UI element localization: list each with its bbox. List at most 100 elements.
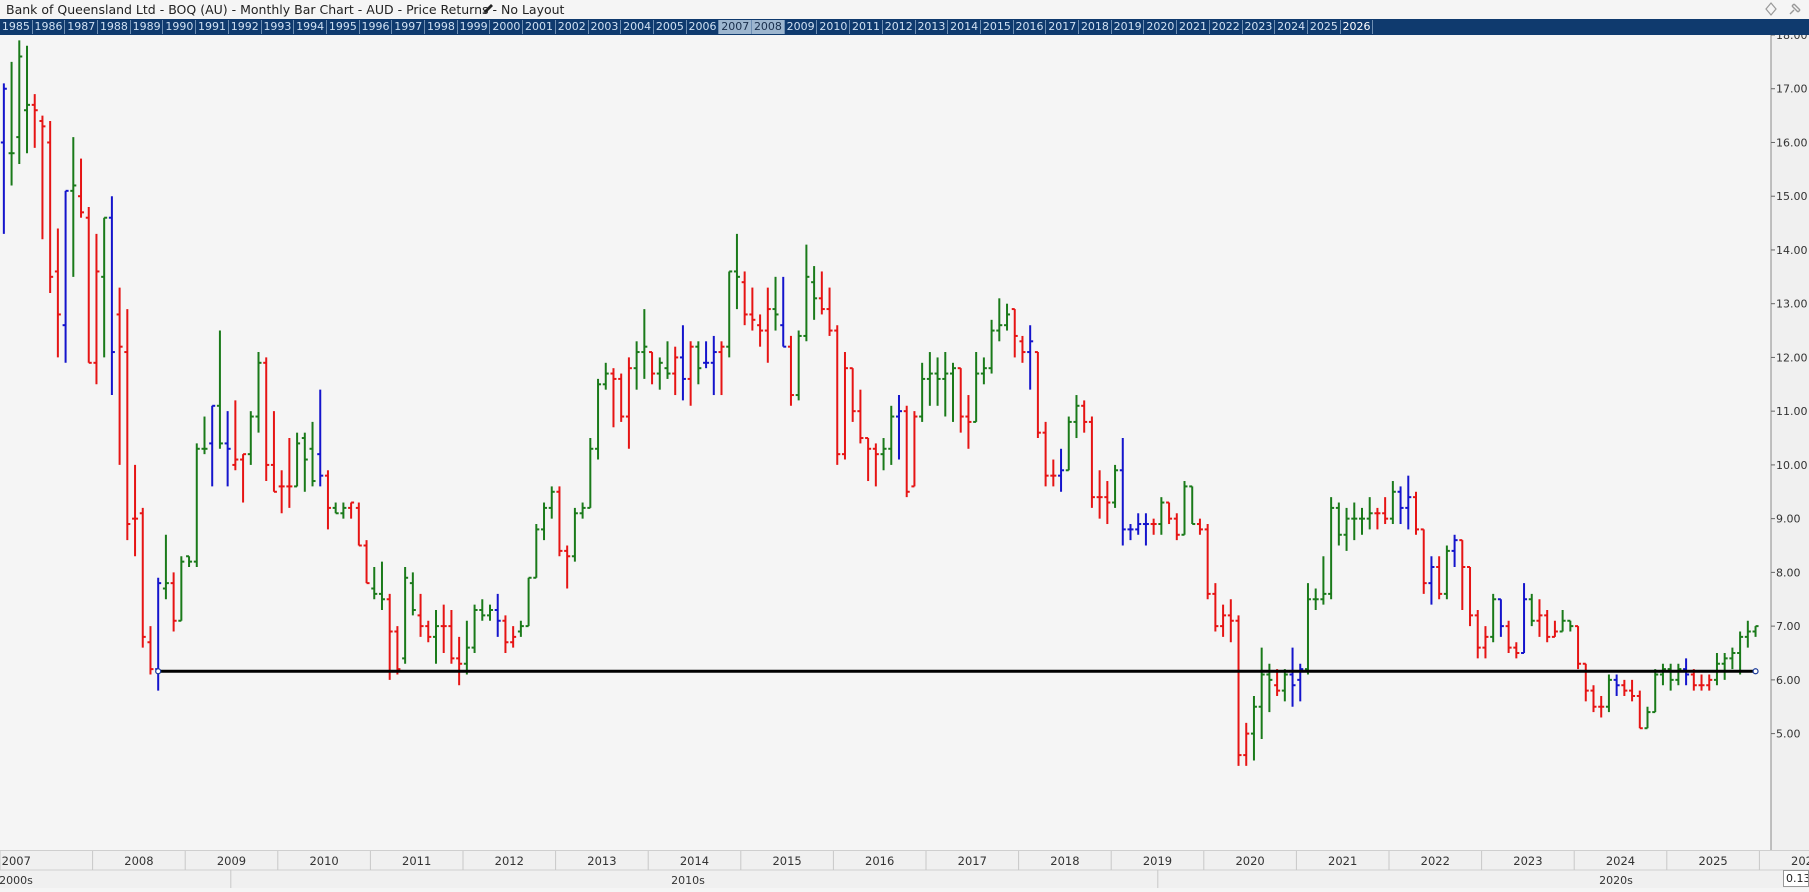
ohlc-bar — [895, 395, 902, 460]
year-strip-1986[interactable]: 1986 — [33, 20, 66, 34]
support-line-start-handle[interactable] — [155, 668, 162, 675]
year-strip-1993[interactable]: 1993 — [262, 20, 295, 34]
ohlc-bar — [502, 615, 509, 653]
ohlc-bar — [224, 411, 231, 487]
year-strip-2010[interactable]: 2010 — [818, 20, 851, 34]
year-strip-2008[interactable]: 2008 — [752, 20, 785, 34]
decade-label: 2010s — [671, 874, 705, 887]
ohlc-bar — [1181, 481, 1188, 536]
year-strip-2026[interactable]: 2026 — [1341, 20, 1374, 34]
year-label: 2018 — [1050, 854, 1079, 868]
ohlc-bar — [1536, 599, 1543, 637]
year-strip-1998[interactable]: 1998 — [425, 20, 458, 34]
support-line[interactable] — [155, 668, 1759, 675]
ohlc-bar — [371, 567, 378, 600]
year-strip-2020[interactable]: 2020 — [1145, 20, 1178, 34]
ohlc-bar — [409, 572, 416, 616]
ohlc-bar — [378, 561, 385, 611]
year-strip-2000[interactable]: 2000 — [491, 20, 524, 34]
price-chart[interactable]: 5.00 6.00 7.00 8.00 9.00 10.00 11.00 12.00 13.00… — [0, 35, 1809, 850]
year-strip-2003[interactable]: 2003 — [589, 20, 622, 34]
year-strip-1985[interactable]: 1985 — [0, 20, 33, 34]
year-strip-1990[interactable]: 1990 — [164, 20, 197, 34]
year-strip-2014[interactable]: 2014 — [948, 20, 981, 34]
year-strip-1991[interactable]: 1991 — [196, 20, 229, 34]
year-label: 2024 — [1606, 854, 1635, 868]
support-line-end-handle[interactable] — [1752, 668, 1759, 675]
year-strip-2006[interactable]: 2006 — [687, 20, 720, 34]
year-strip-2018[interactable]: 2018 — [1079, 20, 1112, 34]
ohlc-bar — [865, 437, 872, 482]
year-strip-1992[interactable]: 1992 — [229, 20, 262, 34]
year-strip-1995[interactable]: 1995 — [327, 20, 360, 34]
ohlc-bar — [849, 367, 856, 422]
ohlc-bar — [1521, 583, 1528, 654]
year-label: 2007 — [2, 854, 31, 868]
ohlc-bar — [610, 368, 617, 428]
ohlc-bar — [417, 593, 424, 637]
price-tick-label: 18.00 — [1776, 35, 1808, 42]
year-strip-1996[interactable]: 1996 — [360, 20, 393, 34]
ohlc-bar — [857, 389, 864, 444]
year-strip-2025[interactable]: 2025 — [1308, 20, 1341, 34]
ohlc-bar — [1459, 539, 1466, 611]
ohlc-bar — [1467, 566, 1474, 627]
ohlc-bar — [548, 486, 555, 519]
ohlc-bar — [1366, 497, 1373, 530]
year-strip-2016[interactable]: 2016 — [1014, 20, 1047, 34]
year-strip-2001[interactable]: 2001 — [523, 20, 556, 34]
ohlc-bar — [1189, 485, 1196, 526]
year-strip-1987[interactable]: 1987 — [65, 20, 99, 34]
diamond-icon[interactable] — [1765, 2, 1777, 16]
ohlc-bar — [1119, 438, 1126, 546]
ohlc-bar — [1382, 497, 1389, 525]
year-strip-2004[interactable]: 2004 — [621, 20, 654, 34]
ohlc-bar — [1150, 518, 1157, 535]
year-strip-2019[interactable]: 2019 — [1112, 20, 1145, 34]
ohlc-bar — [270, 411, 277, 493]
year-strip-2012[interactable]: 2012 — [883, 20, 916, 34]
year-strip-2023[interactable]: 2023 — [1243, 20, 1276, 34]
year-strip-1997[interactable]: 1997 — [392, 20, 426, 34]
year-strip-2022[interactable]: 2022 — [1210, 20, 1243, 34]
year-strip-1989[interactable]: 1989 — [131, 20, 164, 34]
year-label: 2016 — [865, 854, 894, 868]
ohlc-bar — [332, 502, 339, 515]
ohlc-bar — [1613, 674, 1620, 696]
ohlc-bar — [1405, 475, 1412, 530]
ohlc-bar — [1652, 669, 1659, 714]
year-strip-1988[interactable]: 1988 — [98, 20, 131, 34]
ohlc-bar — [1413, 491, 1420, 535]
ohlc-bar — [841, 352, 848, 460]
year-strip-2024[interactable]: 2024 — [1275, 20, 1308, 34]
ohlc-bar — [1698, 674, 1705, 691]
ohlc-bar — [911, 411, 918, 488]
year-strip-2013[interactable]: 2013 — [916, 20, 949, 34]
ohlc-bar — [973, 352, 980, 423]
year-strip-2002[interactable]: 2002 — [556, 20, 589, 34]
ohlc-bar — [186, 555, 193, 568]
ohlc-bar — [1343, 507, 1350, 551]
year-strip-1994[interactable]: 1994 — [294, 20, 327, 34]
year-strip-2007[interactable]: 2007 — [719, 20, 753, 34]
year-strip-2015[interactable]: 2015 — [981, 20, 1014, 34]
price-tick-label: 15.00 — [1776, 190, 1808, 203]
year-label: 2026 — [1791, 854, 1809, 868]
pin-icon[interactable] — [1789, 3, 1801, 15]
ohlc-bar — [757, 314, 764, 347]
year-strip-1999[interactable]: 1999 — [458, 20, 491, 34]
year-strip-2009[interactable]: 2009 — [785, 20, 818, 34]
year-strip-2011[interactable]: 2011 — [850, 20, 883, 34]
time-axis-labels: 2007 2008 2009 2010 2011 2012 2013 2014 2015 2016… — [0, 851, 1809, 888]
edit-pencil-icon[interactable] — [480, 1, 496, 17]
year-strip-2017[interactable]: 2017 — [1046, 20, 1080, 34]
year-navigator[interactable]: 1985 1986 1987 1988 1989 1990 1991 1992 1993 1994… — [0, 19, 1809, 35]
year-strip-2005[interactable]: 2005 — [654, 20, 687, 34]
price-tick-label: 14.00 — [1776, 244, 1808, 257]
ohlc-bar — [85, 206, 92, 364]
year-strip-2021[interactable]: 2021 — [1177, 20, 1210, 34]
ohlc-bar — [749, 287, 756, 331]
ohlc-bar — [317, 389, 324, 487]
title-bar: Bank of Queensland Ltd - BOQ (AU) - Mont… — [0, 0, 1809, 19]
ohlc-bar — [348, 501, 355, 519]
